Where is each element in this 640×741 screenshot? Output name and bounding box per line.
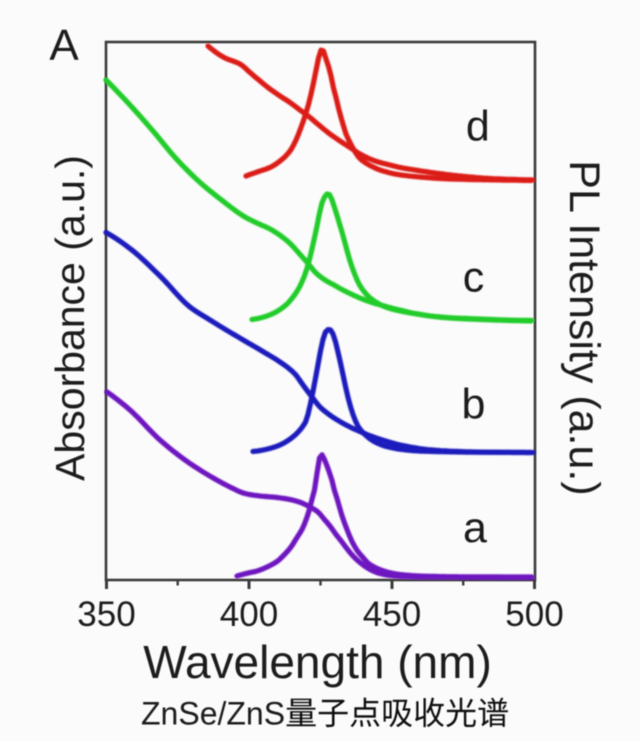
svg-text:350: 350 — [77, 595, 135, 634]
svg-text:c: c — [463, 254, 485, 302]
svg-text:Wavelength (nm): Wavelength (nm) — [143, 636, 492, 688]
svg-text:a: a — [463, 504, 487, 552]
svg-text:PL Intensity (a.u.): PL Intensity (a.u.) — [560, 160, 608, 495]
svg-text:ZnSe/ZnS: ZnSe/ZnS — [141, 696, 285, 732]
svg-text:400: 400 — [220, 595, 278, 634]
svg-text:d: d — [466, 103, 490, 151]
svg-text:b: b — [462, 381, 486, 429]
svg-text:Absorbance (a.u.): Absorbance (a.u.) — [47, 155, 93, 481]
svg-text:A: A — [49, 21, 79, 70]
svg-text:500: 500 — [505, 595, 563, 634]
svg-text:450: 450 — [363, 595, 421, 634]
